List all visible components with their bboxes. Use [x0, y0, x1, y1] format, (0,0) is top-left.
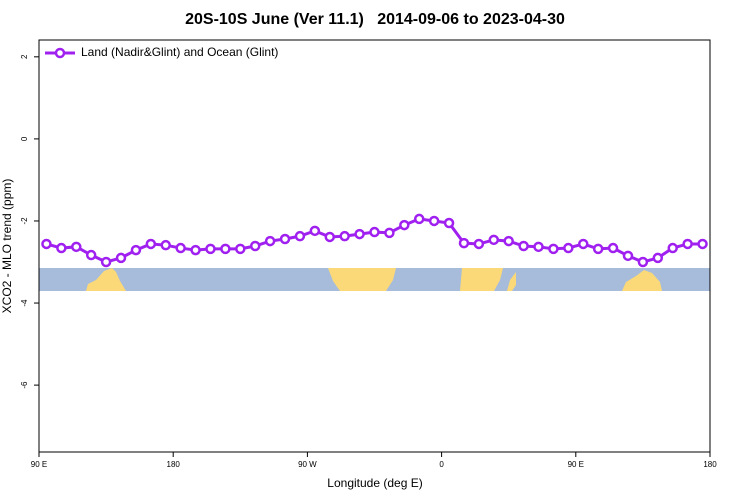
point: [548, 243, 559, 255]
point: [697, 238, 708, 250]
point: [682, 238, 693, 250]
point: [294, 230, 306, 242]
point: [71, 241, 82, 253]
y-tick-label: 0: [20, 136, 29, 141]
point: [443, 217, 455, 229]
point: [652, 252, 664, 264]
point: [130, 244, 142, 256]
point: [249, 240, 261, 252]
point: [41, 238, 52, 250]
point: [503, 235, 514, 247]
point: [354, 228, 365, 240]
chart-title: 20S-10S June (Ver 11.1) 2014-09-06 to 20…: [185, 11, 565, 28]
x-tick-label: 90 W: [298, 460, 317, 469]
land: [622, 270, 662, 291]
x-tick-label: 90 E: [568, 460, 584, 469]
y-tick-label: -2: [20, 217, 29, 225]
point: [190, 244, 201, 256]
point: [160, 239, 171, 251]
y-tick-label: 2: [20, 54, 29, 59]
legend-marker: [54, 47, 66, 59]
point: [264, 235, 276, 247]
x-tick-label: 0: [439, 460, 444, 469]
point: [369, 226, 380, 238]
point: [592, 243, 604, 255]
point: [145, 238, 157, 250]
point: [473, 238, 485, 250]
land: [460, 268, 503, 291]
point: [607, 242, 619, 254]
point: [85, 249, 97, 261]
point: [339, 230, 350, 242]
point: [413, 213, 425, 225]
plot-frame: [38, 39, 711, 453]
point: [637, 256, 649, 268]
land-ocean-strip: [39, 268, 710, 291]
x-tick-label: 90 E: [31, 460, 47, 469]
point: [220, 243, 231, 255]
point: [563, 242, 574, 254]
point: [399, 219, 410, 231]
point: [384, 227, 395, 239]
point: [488, 234, 500, 246]
point: [100, 256, 112, 268]
y-tick-label: -6: [20, 381, 29, 389]
x-tick-label: 180: [703, 460, 717, 469]
point: [205, 243, 216, 255]
point: [622, 250, 634, 262]
point: [578, 238, 589, 250]
point: [428, 215, 440, 227]
point: [175, 242, 186, 254]
x-tick-label: 180: [167, 460, 181, 469]
y-tick-label: -4: [20, 299, 29, 307]
point: [309, 225, 321, 237]
x-axis-label: Longitude (deg E): [327, 476, 422, 490]
legend-label: Land (Nadir&Glint) and Ocean (Glint): [81, 45, 278, 59]
point: [115, 252, 127, 264]
land: [86, 268, 126, 291]
point: [458, 237, 470, 249]
point: [533, 241, 544, 253]
point: [518, 240, 529, 252]
point: [56, 242, 67, 254]
series-line: [46, 217, 703, 264]
point: [667, 242, 678, 254]
y-axis-label: XCO2 - MLO trend (ppm): [0, 179, 14, 314]
point: [324, 231, 336, 243]
point: [235, 243, 246, 255]
land: [507, 272, 516, 291]
land: [328, 268, 396, 291]
point: [279, 233, 291, 245]
